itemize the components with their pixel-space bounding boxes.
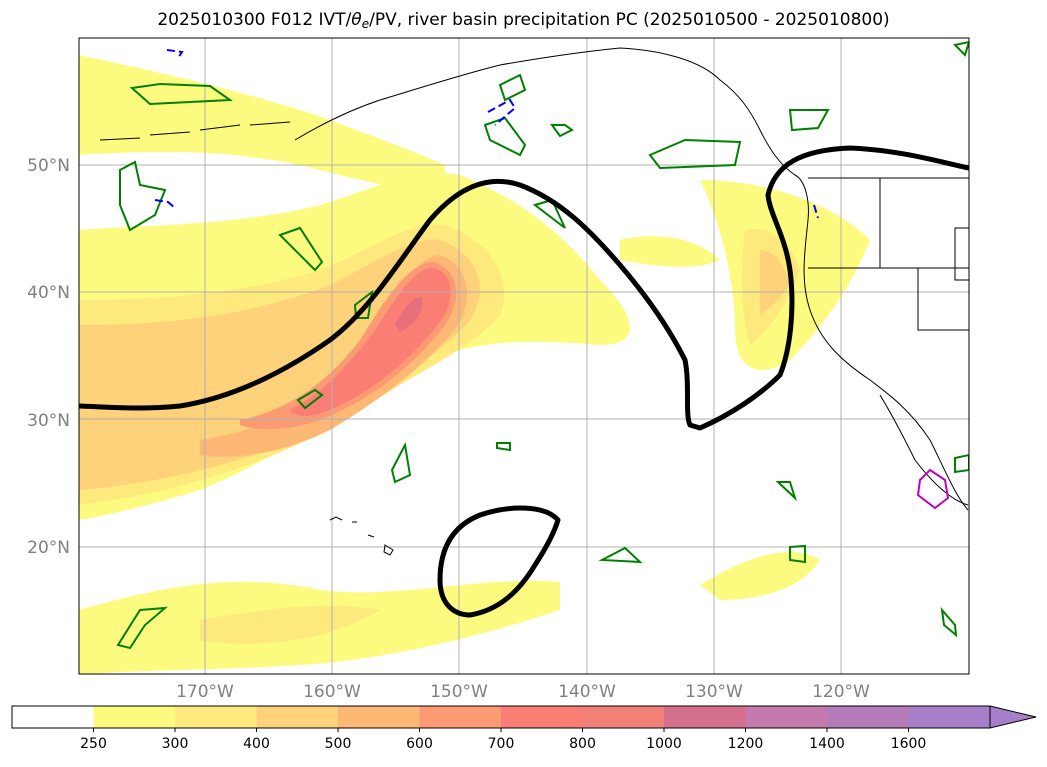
colorbar-segment-0	[12, 706, 94, 728]
colorbar-extend-arrow	[989, 705, 1037, 729]
blue-contour-4	[813, 204, 819, 219]
ivt-300-south	[200, 605, 380, 644]
aleutian-chain	[99, 121, 291, 141]
title-theta: θ	[351, 10, 362, 30]
theta-contour-17	[940, 606, 958, 638]
colorbar-label-500: 500	[325, 736, 352, 752]
map-frame	[78, 37, 970, 675]
lon-label-170w: 170°W	[176, 682, 234, 702]
colorbar-label-300: 300	[162, 736, 189, 752]
colorbar-label-1000: 1000	[646, 736, 682, 752]
latitude-labels: 50°N 40°N 30°N 20°N	[27, 156, 70, 558]
coastline-layer	[99, 47, 969, 556]
colorbar-segment-8	[664, 706, 746, 728]
colorbar: 250 300 400 500 600 700 800 1000 1200 1400 1600	[11, 705, 1037, 752]
theta-contour-8	[498, 73, 527, 102]
longitude-labels: 170°W 160°W 150°W 140°W 130°W 120°W	[176, 682, 870, 702]
title-prefix: 2025010300 F012 IVT/	[157, 10, 352, 30]
map-title: 2025010300 F012 IVT/θe/PV, river basin p…	[0, 10, 1047, 31]
us-state-borders	[808, 177, 969, 331]
blue-contour-1	[166, 49, 184, 59]
graticule	[79, 38, 969, 674]
bc-coast	[759, 129, 809, 221]
colorbar-segment-10	[827, 706, 909, 728]
theta-contour-16	[116, 606, 169, 650]
pv-contour-south-loop	[437, 505, 561, 618]
theta-contour-10	[648, 138, 742, 170]
ivt-fill-layer	[79, 55, 870, 674]
ivt-band-north	[79, 55, 445, 195]
colorbar-segment-5	[419, 706, 502, 728]
colorbar-label-800: 800	[569, 736, 596, 752]
alaska-coast	[294, 47, 761, 141]
ivt-400-east	[760, 250, 790, 315]
theta-contour-5	[296, 388, 324, 410]
colorbar-segment-2	[175, 706, 257, 728]
colorbar-label-700: 700	[488, 736, 515, 752]
theta-contour-19	[550, 124, 574, 138]
colorbar-label-400: 400	[243, 736, 270, 752]
colorbar-segment-11	[908, 706, 991, 728]
theta-contour-3	[278, 226, 324, 272]
lon-label-160w: 160°W	[303, 682, 361, 702]
ivt-250-se-region	[700, 551, 820, 600]
theta-contour-2	[119, 160, 167, 232]
lat-label-40n: 40°N	[27, 283, 70, 303]
pv-contours	[79, 145, 969, 618]
lon-label-150w: 150°W	[430, 682, 488, 702]
magenta-contour	[916, 468, 950, 510]
theta-contour-11	[788, 109, 830, 132]
theta-contour-20	[952, 40, 969, 57]
blue-contour-3	[487, 98, 517, 126]
blue-contour-2	[154, 199, 176, 209]
theta-contour-9	[532, 198, 566, 229]
colorbar-label-1600: 1600	[891, 736, 927, 752]
theta-contour-14	[775, 481, 798, 502]
colorbar-label-1200: 1200	[728, 736, 764, 752]
theta-contour-1	[129, 82, 233, 106]
us-west-coast	[803, 219, 969, 511]
theta-contour-6	[390, 441, 412, 484]
theta-contour-18	[954, 453, 969, 474]
colorbar-segment-7	[582, 706, 665, 728]
colorbar-label-250: 250	[80, 736, 107, 752]
lon-label-120w: 120°W	[812, 682, 870, 702]
colorbar-segment-1	[93, 706, 176, 728]
ivt-800-region	[395, 297, 423, 332]
theta-contour-15	[789, 544, 806, 564]
ivt-250-mid-region	[620, 236, 720, 267]
negative-contours	[154, 49, 819, 219]
theta-contour-13	[598, 546, 643, 564]
lat-label-50n: 50°N	[27, 156, 70, 176]
colorbar-label-1400: 1400	[809, 736, 845, 752]
hawaii-islands	[329, 516, 394, 556]
colorbar-segment-4	[338, 706, 420, 728]
pv-contour-main	[79, 145, 969, 431]
theta-contour-12	[496, 442, 511, 452]
lat-label-30n: 30°N	[27, 411, 70, 431]
lat-label-20n: 20°N	[27, 538, 70, 558]
title-suffix: /PV, river basin precipitation PC (20250…	[369, 10, 890, 30]
baja-coast	[879, 394, 969, 506]
ivt-400-region	[79, 239, 480, 490]
title-theta-subscript: e	[361, 17, 370, 31]
lon-label-140w: 140°W	[558, 682, 616, 702]
colorbar-segment-9	[745, 706, 828, 728]
lon-label-130w: 130°W	[685, 682, 743, 702]
colorbar-label-600: 600	[406, 736, 433, 752]
colorbar-segment-6	[501, 706, 583, 728]
colorbar-segment-3	[256, 706, 339, 728]
